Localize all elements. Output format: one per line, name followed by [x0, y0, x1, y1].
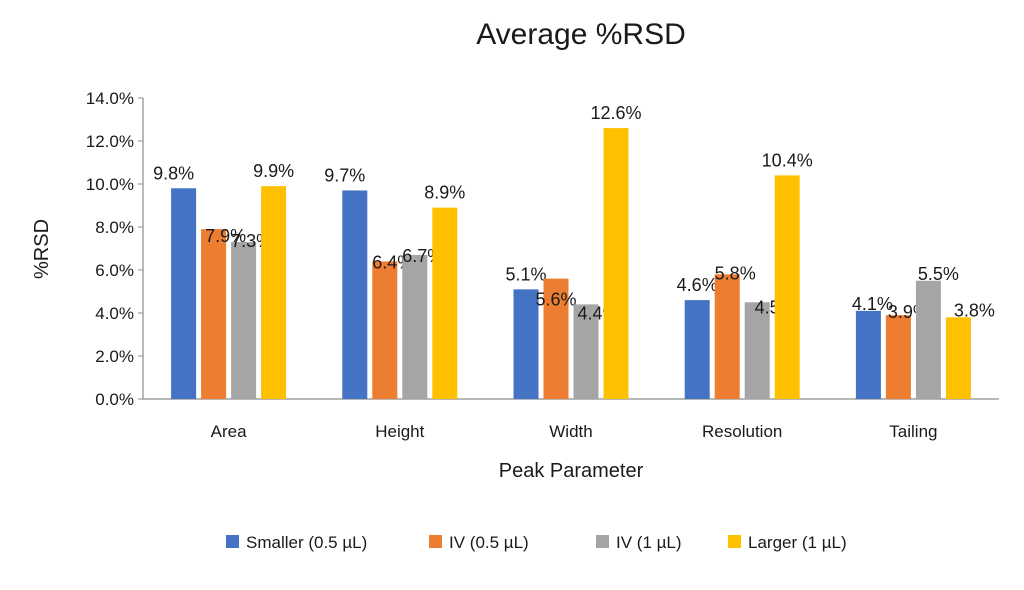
data-label: 10.4%	[762, 150, 813, 170]
legend-label: IV (1 µL)	[616, 533, 682, 552]
bar	[684, 300, 710, 399]
x-tick-label: Resolution	[702, 422, 782, 441]
x-tick-label: Width	[549, 422, 592, 441]
y-axis-title: %RSD	[31, 219, 53, 279]
bar	[915, 280, 941, 399]
y-tick-label: 10.0%	[86, 175, 134, 194]
plot-area: 0.0% 2.0% 4.0% 6.0% 8.0% 10.0% 12.0% 14.0% Area 9…	[86, 89, 999, 441]
bar	[231, 242, 257, 399]
legend-swatch	[226, 535, 239, 548]
bar	[402, 254, 428, 399]
bar	[432, 207, 458, 399]
bar	[372, 261, 398, 399]
bar	[945, 317, 971, 399]
bar	[855, 310, 881, 399]
bar	[573, 304, 599, 399]
data-label: 4.6%	[677, 275, 718, 295]
bar	[201, 229, 227, 399]
bar	[543, 278, 569, 399]
y-tick-label: 14.0%	[86, 89, 134, 108]
chart-title: Average %RSD	[476, 18, 686, 51]
data-label: 5.8%	[715, 263, 756, 283]
x-tick-label: Height	[375, 422, 424, 441]
y-tick-label: 2.0%	[95, 347, 134, 366]
data-label: 5.6%	[535, 290, 576, 310]
data-label: 4.1%	[852, 294, 893, 314]
y-tick-label: 0.0%	[95, 390, 134, 409]
legend: Smaller (0.5 µL) IV (0.5 µL) IV (1 µL) Larg…	[226, 533, 847, 552]
data-label: 9.8%	[153, 163, 194, 183]
legend-swatch	[596, 535, 609, 548]
y-tick-label: 8.0%	[95, 218, 134, 237]
legend-label: Larger (1 µL)	[748, 533, 847, 552]
bar	[744, 302, 770, 399]
legend-swatch	[728, 535, 741, 548]
bar	[513, 289, 539, 399]
data-label: 12.6%	[590, 103, 641, 123]
data-label: 5.5%	[918, 264, 959, 284]
bar	[171, 188, 197, 399]
legend-label: IV (0.5 µL)	[449, 533, 529, 552]
bar	[714, 274, 740, 399]
bar	[342, 190, 368, 399]
data-label: 9.9%	[253, 161, 294, 181]
x-axis-title: Peak Parameter	[499, 460, 644, 482]
data-label: 7.9%	[205, 226, 246, 246]
y-tick-label: 4.0%	[95, 304, 134, 323]
x-tick-label: Area	[211, 422, 247, 441]
bar	[774, 175, 800, 399]
data-label: 9.7%	[324, 165, 365, 185]
data-label: 5.1%	[505, 264, 546, 284]
bar	[261, 186, 287, 399]
legend-label: Smaller (0.5 µL)	[246, 533, 367, 552]
legend-swatch	[429, 535, 442, 548]
bar	[603, 128, 629, 399]
bar	[885, 315, 911, 399]
data-label: 3.8%	[954, 300, 995, 320]
x-tick-label: Tailing	[889, 422, 937, 441]
y-tick-label: 12.0%	[86, 132, 134, 151]
y-tick-label: 6.0%	[95, 261, 134, 280]
data-label: 8.9%	[424, 183, 465, 203]
